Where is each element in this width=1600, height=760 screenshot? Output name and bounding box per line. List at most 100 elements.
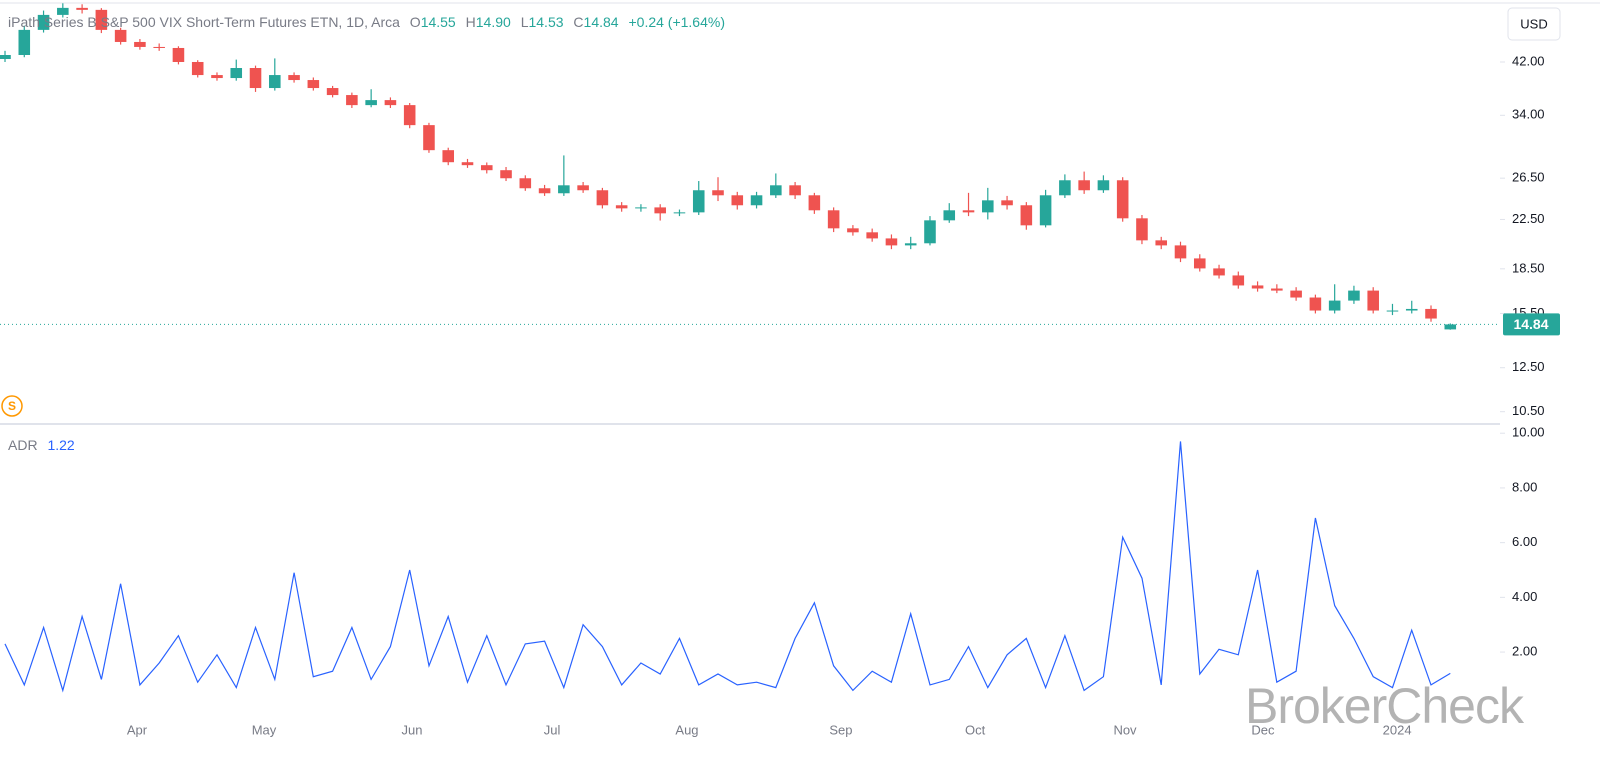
x-tick-label: Oct — [965, 722, 986, 737]
candle-body — [1020, 205, 1033, 226]
y-tick-label: 42.00 — [1512, 53, 1545, 68]
ohlc-value: 14.90 — [476, 14, 511, 30]
candle-body — [114, 29, 127, 42]
y-tick-label: 10.00 — [1512, 425, 1545, 440]
candle-body — [1405, 308, 1418, 311]
y-tick-label: 12.50 — [1512, 359, 1545, 374]
y-tick-label: 26.50 — [1512, 170, 1545, 185]
candle-body — [191, 61, 204, 76]
ohlc-value: 14.55 — [421, 14, 456, 30]
candle-body — [346, 95, 358, 106]
x-tick-label: Sep — [829, 722, 852, 737]
watermark: BrokerCheck — [1245, 678, 1525, 734]
candle-body — [1213, 268, 1225, 276]
candle-body — [596, 190, 609, 206]
candle-body — [943, 210, 956, 221]
y-tick-label: 8.00 — [1512, 479, 1537, 494]
candle-body — [1309, 297, 1322, 311]
indicator-value: 1.22 — [47, 437, 74, 453]
indicator-icon-label[interactable]: S — [8, 399, 16, 413]
y-tick-label: 6.00 — [1512, 534, 1537, 549]
candle-body — [423, 125, 435, 151]
candle-body — [866, 232, 878, 239]
candle-body — [904, 243, 917, 246]
ohlc-label: O — [410, 14, 421, 30]
candle-body — [134, 41, 146, 47]
candle-body — [442, 150, 455, 163]
candle-body — [982, 200, 994, 213]
candle-body — [403, 105, 416, 126]
candle-body — [1271, 288, 1283, 291]
candle-body — [365, 100, 377, 106]
indicator-legend: ADR 1.22 — [8, 437, 75, 453]
price-badge-group: 14.84 — [1503, 313, 1560, 336]
y-tick-label: 22.50 — [1512, 211, 1545, 226]
candle-body — [924, 220, 936, 244]
candle-body — [962, 210, 975, 213]
candle-body — [827, 210, 840, 229]
candle-body — [1425, 308, 1437, 319]
header: iPath Series B S&P 500 VIX Short-Term Fu… — [8, 14, 725, 30]
candle-body — [1367, 290, 1379, 311]
candle-body — [1444, 324, 1457, 330]
currency-label[interactable]: USD — [1520, 16, 1547, 31]
candle-body — [770, 185, 782, 196]
indicator-icon[interactable] — [1, 395, 23, 417]
candle-body — [307, 80, 320, 89]
candle-body — [1290, 290, 1302, 298]
candle-body — [211, 75, 223, 79]
y-tick-label: 18.50 — [1512, 260, 1545, 275]
candle-body — [577, 185, 589, 191]
candle-body — [480, 165, 493, 171]
ohlc-label: L — [521, 14, 529, 30]
candle-body — [808, 195, 821, 211]
candle-body — [172, 47, 185, 62]
candle-body — [712, 190, 724, 196]
ohlc-label: C — [573, 14, 583, 30]
candle-body — [1001, 200, 1013, 206]
candle-body — [230, 68, 243, 79]
ohlc-value: 14.53 — [528, 14, 563, 30]
candle-body — [1232, 275, 1245, 286]
candle-body — [0, 55, 11, 60]
candle-body — [615, 205, 628, 209]
x-tick-label: Nov — [1113, 722, 1137, 737]
price-badge-label: 14.84 — [1513, 316, 1548, 332]
candle-body — [288, 75, 300, 81]
x-tick-label: Dec — [1251, 722, 1275, 737]
candle-body — [326, 88, 339, 96]
candle-body — [18, 29, 31, 56]
candle-body — [789, 185, 801, 196]
indicator-name: ADR — [8, 437, 38, 453]
symbol-title: iPath Series B S&P 500 VIX Short-Term Fu… — [8, 14, 400, 30]
candle-body — [37, 14, 50, 30]
candle-body — [1386, 310, 1399, 312]
y-tick-label: 4.00 — [1512, 589, 1537, 604]
candle-body — [885, 238, 898, 246]
x-tick-label: May — [252, 722, 277, 737]
candle-body — [1097, 180, 1110, 191]
ohlc-label: H — [466, 14, 476, 30]
candle-body — [1348, 290, 1360, 301]
ohlc-value: 14.84 — [584, 14, 619, 30]
x-tick-label: Jun — [402, 722, 423, 737]
currency-button[interactable] — [1507, 7, 1561, 41]
candle-body — [654, 207, 666, 214]
candle-body — [1059, 180, 1071, 196]
plot-area: 42.0034.0026.5022.5018.5015.5012.5010.50… — [0, 3, 1545, 737]
candle-body — [558, 185, 570, 194]
candle-body — [269, 75, 281, 89]
candle-body — [1328, 300, 1341, 311]
candle-body — [750, 195, 763, 206]
candle-body — [95, 9, 108, 30]
price-badge — [1503, 313, 1560, 336]
candle-body — [153, 46, 165, 48]
candle-body — [1039, 195, 1052, 226]
candle-body — [847, 228, 859, 233]
y-tick-label: 10.50 — [1512, 403, 1545, 418]
candle-body — [1078, 180, 1090, 191]
candle-body — [1116, 180, 1129, 219]
candle-body — [1251, 285, 1264, 289]
